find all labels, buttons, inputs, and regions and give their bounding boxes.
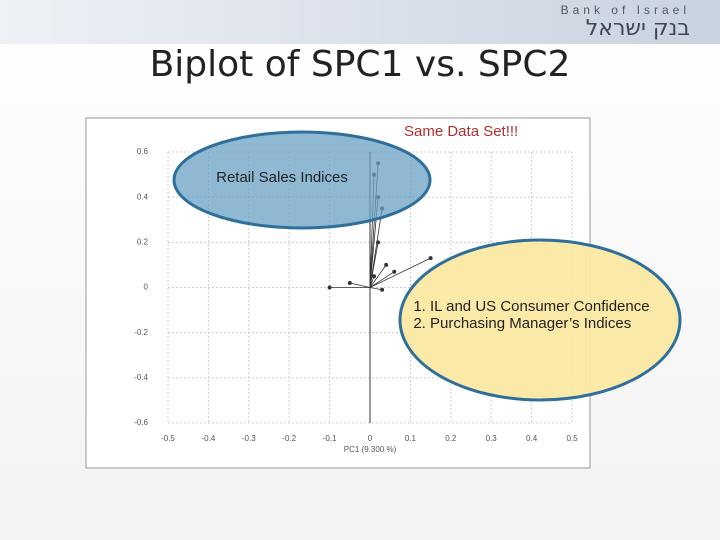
point xyxy=(372,274,377,279)
same-data-note: Same Data Set!!! xyxy=(404,123,518,140)
banner: Bank of Israel בנק ישראל xyxy=(0,0,720,44)
callout-list: IL and US Consumer Confidence Purchasing… xyxy=(390,298,720,332)
point xyxy=(384,262,389,267)
x-tick-label: 0.2 xyxy=(445,434,457,443)
x-tick-label: -0.1 xyxy=(323,434,337,443)
y-tick-label: 0.4 xyxy=(137,192,149,201)
x-tick-label: 0.3 xyxy=(486,434,498,443)
y-tick-label: 0.2 xyxy=(137,237,149,246)
callout-item: IL and US Consumer Confidence xyxy=(430,298,720,315)
loading-vector xyxy=(369,287,383,291)
retail-label: Retail Sales Indices xyxy=(216,169,348,186)
x-tick-label: -0.2 xyxy=(282,434,296,443)
callout-item: Purchasing Manager’s Indices xyxy=(430,315,720,332)
loading-vector xyxy=(369,264,387,288)
x-tick-label: -0.4 xyxy=(202,434,216,443)
loading-vector xyxy=(369,242,379,288)
x-tick-label: -0.5 xyxy=(161,434,175,443)
x-axis-label: PC1 (9.300 %) xyxy=(344,445,397,454)
point xyxy=(376,240,381,245)
x-tick-label: 0 xyxy=(368,434,373,443)
slide-title: Biplot of SPC1 vs. SPC2 xyxy=(149,44,571,85)
x-tick-label: 0.4 xyxy=(526,434,538,443)
y-tick-label: -0.2 xyxy=(134,328,148,337)
retail-ellipse xyxy=(172,130,432,230)
x-tick-label: 0.5 xyxy=(566,434,578,443)
bank-name-en: Bank of Israel xyxy=(560,3,690,17)
loading-vector xyxy=(369,257,431,288)
bank-name-he: בנק ישראל xyxy=(585,16,690,41)
y-tick-label: 0 xyxy=(144,283,149,292)
y-tick-label: -0.4 xyxy=(134,373,148,382)
y-tick-label: -0.6 xyxy=(134,418,148,427)
loading-vector xyxy=(349,282,371,288)
point xyxy=(347,280,352,285)
consumer-ellipse xyxy=(398,238,682,402)
point xyxy=(392,269,397,274)
x-tick-label: 0.1 xyxy=(405,434,417,443)
point xyxy=(380,287,385,292)
loading-vector xyxy=(369,271,395,288)
y-tick-label: 0.6 xyxy=(137,147,149,156)
x-tick-label: -0.3 xyxy=(242,434,256,443)
point xyxy=(327,285,332,290)
point xyxy=(428,256,433,261)
